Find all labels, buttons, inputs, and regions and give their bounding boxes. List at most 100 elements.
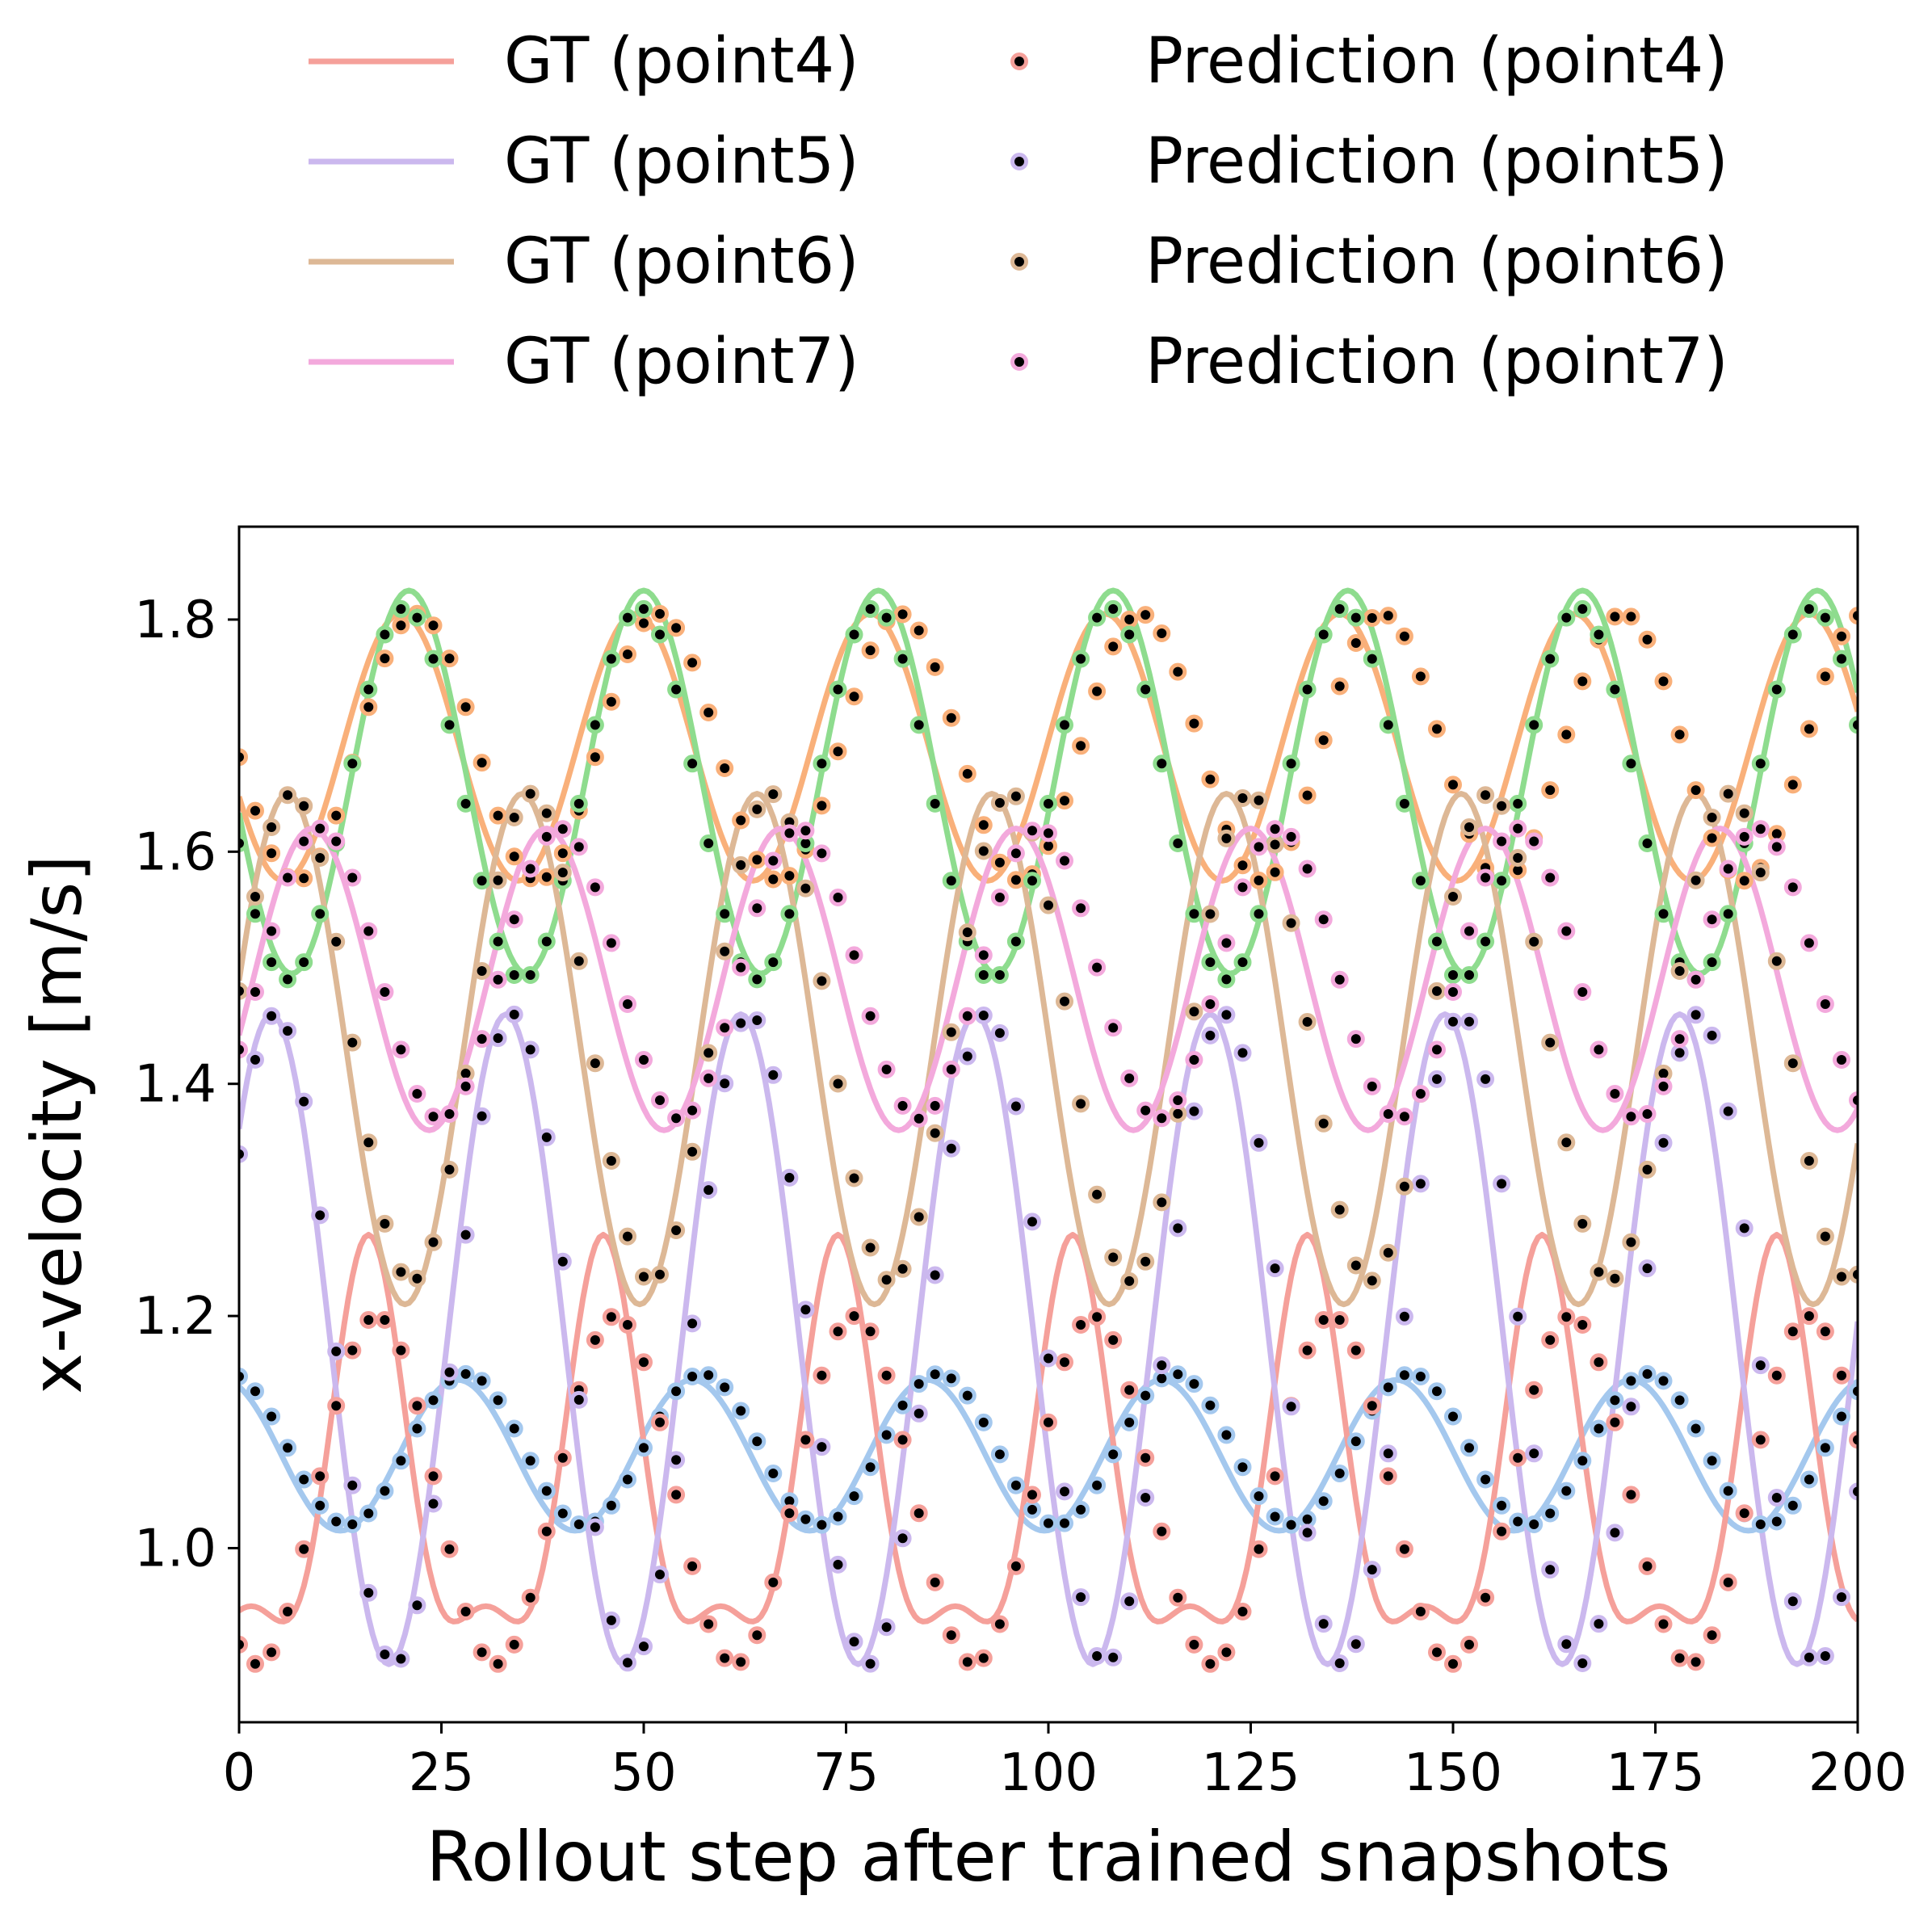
gt-line-point6: [239, 791, 1858, 1308]
prediction-point: [877, 1426, 896, 1444]
prediction-point: [829, 742, 847, 761]
series-point7: [239, 826, 1858, 1133]
prediction-point: [489, 1029, 507, 1048]
prediction-point: [505, 1005, 523, 1023]
prediction-point: [521, 966, 540, 984]
series-point4: [239, 1232, 1858, 1624]
prediction-point: [1428, 720, 1446, 738]
prediction-point: [1104, 637, 1123, 656]
prediction-point: [1493, 1522, 1511, 1540]
prediction-point: [1411, 667, 1430, 686]
prediction-point: [1330, 677, 1349, 696]
prediction-point: [424, 616, 443, 635]
prediction-point: [424, 1467, 443, 1486]
prediction-point: [1298, 786, 1317, 805]
legend-label: GT (point6): [504, 225, 859, 298]
prediction-point: [1719, 1573, 1737, 1591]
prediction-point: [1541, 1561, 1560, 1579]
prediction-point: [343, 754, 362, 773]
prediction-point: [1006, 932, 1025, 951]
prediction-point: [1072, 737, 1090, 755]
prediction-point: [1622, 1398, 1640, 1416]
legend-entry: GT (point4): [309, 25, 859, 98]
prediction-point: [311, 1467, 330, 1486]
prediction-point: [1606, 1524, 1624, 1542]
prediction-point: [845, 1169, 863, 1187]
y-tick-label: 1.8: [134, 591, 216, 650]
prediction-point: [1185, 1635, 1203, 1654]
prediction-point: [926, 1124, 944, 1142]
prediction-point: [1767, 1512, 1786, 1531]
prediction-point: [893, 605, 912, 624]
prediction-point: [1282, 1398, 1300, 1416]
prediction-point: [1849, 716, 1858, 734]
prediction-point: [1783, 1496, 1802, 1515]
prediction-point: [732, 958, 750, 977]
series-point1: [239, 611, 1858, 884]
legend-dot-swatch: [1010, 153, 1028, 170]
prediction-point: [1590, 625, 1608, 644]
prediction-point: [1411, 1368, 1430, 1385]
prediction-point: [1525, 932, 1544, 951]
prediction-point: [1330, 1311, 1349, 1329]
prediction-point: [1590, 1040, 1608, 1059]
prediction-point: [942, 1369, 960, 1388]
prediction-point: [1314, 1615, 1333, 1633]
prediction-point: [716, 1019, 734, 1037]
prediction-point: [1169, 1091, 1187, 1109]
prediction-point: [1120, 1069, 1139, 1087]
prediction-point: [1493, 796, 1511, 815]
prediction-point: [1654, 672, 1673, 691]
prediction-point: [1072, 1588, 1090, 1607]
prediction-point: [392, 616, 410, 635]
prediction-points-point1: [239, 604, 1858, 890]
prediction-point: [1670, 1649, 1689, 1667]
prediction-point: [1590, 1263, 1608, 1281]
prediction-point: [602, 1308, 620, 1326]
prediction-point: [1056, 792, 1073, 810]
prediction-point: [1525, 832, 1544, 851]
prediction-point: [861, 1654, 880, 1673]
prediction-point: [1136, 1489, 1155, 1507]
prediction-point: [1833, 1267, 1850, 1286]
prediction-point: [1428, 1643, 1446, 1662]
prediction-point: [1201, 905, 1220, 923]
prediction-point: [1444, 966, 1462, 984]
prediction-point: [1622, 754, 1640, 773]
prediction-point: [1379, 716, 1397, 734]
prediction-point: [279, 1603, 297, 1620]
prediction-point: [1233, 1458, 1252, 1477]
legend-label: GT (point7): [504, 326, 859, 398]
prediction-point: [424, 1494, 443, 1513]
prediction-point: [1072, 899, 1090, 918]
prediction-point: [877, 1271, 896, 1289]
prediction-point: [1444, 1012, 1462, 1031]
prediction-point: [1282, 827, 1300, 846]
prediction-point: [1411, 1175, 1430, 1193]
prediction-point: [246, 801, 264, 820]
axes: 0 25 50 75 100 125 150 175 200 1.0 1.2 1.4 1.6 1.8: [134, 591, 1907, 1803]
prediction-point: [667, 1382, 686, 1401]
prediction-point: [1525, 1381, 1544, 1399]
prediction-point: [1363, 1271, 1381, 1290]
prediction-point: [1395, 794, 1413, 813]
prediction-point: [990, 1023, 1009, 1042]
prediction-point: [926, 1573, 944, 1591]
prediction-point: [1185, 1051, 1203, 1069]
prediction-point: [1525, 1515, 1544, 1533]
prediction-point: [1023, 872, 1041, 890]
legend-dot-swatch: [1010, 253, 1028, 271]
prediction-point: [489, 1391, 507, 1410]
prediction-point: [1314, 1114, 1333, 1133]
prediction-point: [1800, 934, 1818, 952]
prediction-point: [376, 1311, 394, 1329]
prediction-point: [1703, 910, 1721, 929]
prediction-point: [1493, 832, 1511, 851]
prediction-point: [667, 1221, 686, 1239]
prediction-point: [1411, 1085, 1430, 1103]
prediction-point: [1153, 1109, 1171, 1128]
prediction-point: [569, 1390, 588, 1409]
prediction-point: [619, 608, 636, 627]
prediction-point: [1783, 1322, 1802, 1341]
prediction-point: [1006, 787, 1025, 805]
